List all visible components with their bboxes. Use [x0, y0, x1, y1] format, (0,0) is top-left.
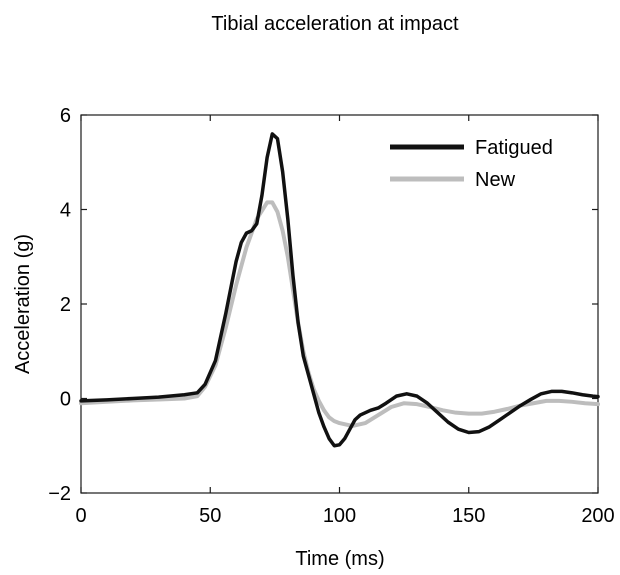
x-tick-label: 100 [323, 505, 356, 527]
plot-area [80, 114, 599, 494]
x-tick-label: 150 [452, 505, 485, 527]
series-line-new [79, 200, 600, 428]
y-tick-label: −2 [48, 483, 71, 505]
legend: Fatigued New [390, 137, 553, 191]
y-tick-label: 6 [60, 105, 71, 127]
legend-label-new: New [475, 169, 516, 191]
x-tick-label: 50 [199, 505, 221, 527]
x-tick-label: 0 [75, 505, 86, 527]
series-lines [79, 132, 600, 448]
x-axis-label: Time (ms) [295, 548, 384, 570]
y-tick-label: 2 [60, 294, 71, 316]
chart-title: Tibial acceleration at impact [211, 13, 459, 35]
series-line-fatigued [79, 132, 600, 448]
y-axis-label: Acceleration (g) [12, 234, 34, 374]
y-tick-label: 0 [60, 389, 71, 411]
legend-label-fatigued: Fatigued [475, 137, 553, 159]
y-tick-label: 4 [60, 200, 71, 222]
x-tick-label: 200 [581, 505, 614, 527]
